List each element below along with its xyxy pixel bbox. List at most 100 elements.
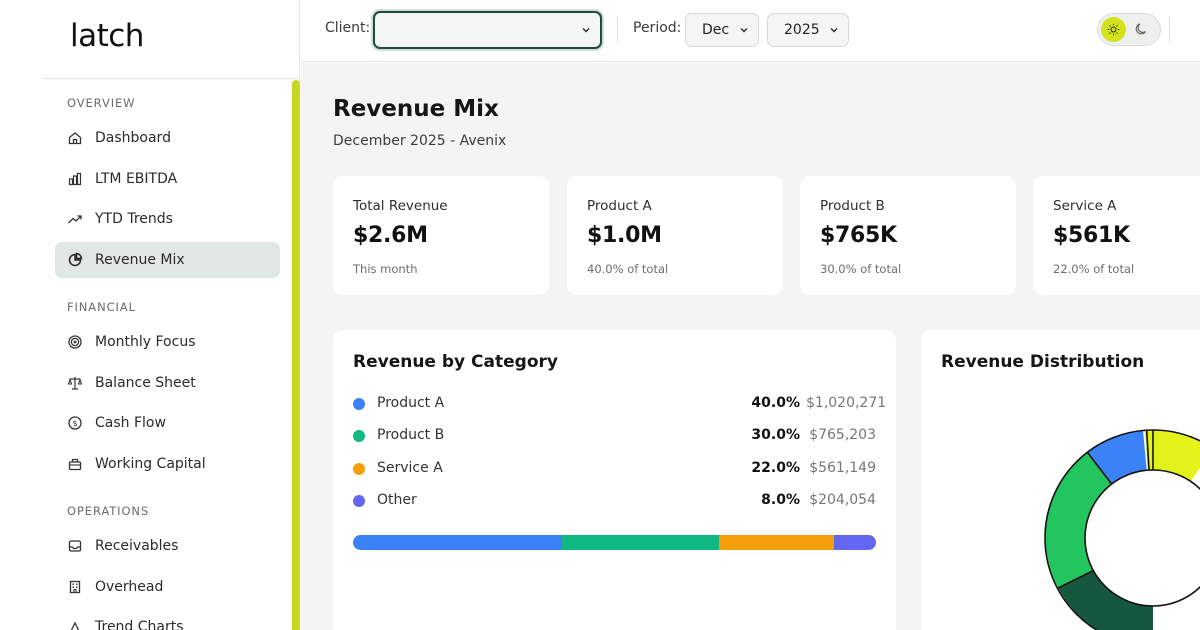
sidebar-item-label: Working Capital xyxy=(95,455,206,472)
stack-segment-product-b xyxy=(562,535,720,550)
sidebar-section-label: FINANCIAL xyxy=(67,300,136,314)
donut-outline xyxy=(1044,429,1200,630)
legend-name: Other xyxy=(377,491,417,508)
legend-row: Product A 40.0% $1,020,271 xyxy=(353,394,887,414)
legend-name: Product B xyxy=(377,427,445,444)
sidebar-item-trend-charts[interactable]: Trend Charts xyxy=(55,609,280,630)
sidebar-item-label: Cash Flow xyxy=(95,415,166,431)
sidebar-scrollbar[interactable] xyxy=(292,80,300,630)
app-logo[interactable]: latch xyxy=(70,18,144,54)
section-gap xyxy=(55,486,280,500)
sidebar-item-label: Balance Sheet xyxy=(95,374,196,391)
briefcase-icon xyxy=(67,456,83,472)
kpi-label: Service A xyxy=(1053,198,1117,214)
kpi-label: Total Revenue xyxy=(353,198,448,214)
home-icon xyxy=(67,130,83,146)
card-title: Revenue by Category xyxy=(353,352,558,372)
card-title: Revenue Distribution xyxy=(941,352,1145,372)
donut-slice-lime xyxy=(1153,429,1200,481)
legend-row: Service A 22.0% $561,149 xyxy=(353,459,876,479)
stack-segment-product-a xyxy=(353,535,563,550)
year-select[interactable]: 2025 xyxy=(767,13,849,47)
page-subtitle: December 2025 - Avenix xyxy=(333,133,507,149)
building-icon xyxy=(67,579,83,595)
legend-amount: $561,149 xyxy=(809,459,876,476)
section-gap xyxy=(55,282,280,296)
trending-up-icon xyxy=(67,211,83,227)
legend-percent: 22.0% xyxy=(751,459,800,476)
sidebar-item-label: Trend Charts xyxy=(95,619,184,630)
kpi-card-total-revenue: Total Revenue $2.6M This month xyxy=(333,176,549,295)
kpi-card-product-a: Product A $1.0M 40.0% of total xyxy=(567,176,783,295)
sidebar-item-dashboard[interactable]: Dashboard xyxy=(55,120,280,156)
light-mode-button[interactable] xyxy=(1101,17,1126,42)
legend-percent: 8.0% xyxy=(761,491,800,508)
sidebar: latch OVERVIEW Dashboard LTM EBITDA YTD Tre… xyxy=(0,0,300,630)
kpi-value: $561K xyxy=(1053,223,1130,248)
topbar-divider xyxy=(1169,17,1170,43)
sidebar-section-label: OPERATIONS xyxy=(67,504,150,518)
legend-row: Other 8.0% $204,054 xyxy=(353,491,876,511)
sidebar-item-label: YTD Trends xyxy=(95,211,173,227)
legend-dot xyxy=(353,462,365,475)
legend-name: Product A xyxy=(377,395,445,411)
legend-name: Service A xyxy=(377,459,443,476)
legend-amount: $204,054 xyxy=(809,491,876,508)
stack-segment-other xyxy=(834,535,876,550)
sidebar-item-label: Dashboard xyxy=(95,130,171,146)
kpi-value: $1.0M xyxy=(587,223,662,248)
period-label: Period: xyxy=(633,20,682,36)
sidebar-item-receivables[interactable]: Receivables xyxy=(55,528,280,564)
page-title: Revenue Mix xyxy=(333,96,499,122)
month-select[interactable]: Dec xyxy=(685,13,759,47)
main-content: Revenue Mix December 2025 - Avenix Total… xyxy=(301,63,1200,630)
sidebar-item-monthly-focus[interactable]: Monthly Focus xyxy=(55,324,280,360)
sidebar-item-ltm-ebitda[interactable]: LTM EBITDA xyxy=(55,161,280,197)
revenue-by-category-card: Revenue by Category Product A 40.0% $1,020… xyxy=(333,330,896,630)
sidebar-item-label: Overhead xyxy=(95,578,164,595)
scale-icon xyxy=(67,375,83,391)
moon-icon[interactable] xyxy=(1134,21,1150,37)
sidebar-item-label: Revenue Mix xyxy=(95,251,185,268)
sidebar-nav: OVERVIEW Dashboard LTM EBITDA YTD Trends Rev… xyxy=(55,92,280,630)
chart-icon xyxy=(67,619,83,630)
donut-slice-dark xyxy=(1058,570,1153,630)
legend-dot xyxy=(353,494,365,507)
legend-amount: $1,020,271 xyxy=(806,395,887,411)
revenue-donut-chart xyxy=(1044,429,1200,630)
sidebar-item-balance-sheet[interactable]: Balance Sheet xyxy=(55,365,280,401)
kpi-card-product-b: Product B $765K 30.0% of total xyxy=(800,176,1016,295)
legend-dot xyxy=(353,430,365,443)
client-label: Client: xyxy=(325,20,371,36)
pie-chart-icon xyxy=(67,252,83,268)
sidebar-item-cash-flow[interactable]: $ Cash Flow xyxy=(55,405,280,441)
revenue-distribution-card: Revenue Distribution xyxy=(921,330,1200,630)
sidebar-section-label: OVERVIEW xyxy=(67,96,136,110)
kpi-note: This month xyxy=(353,262,418,276)
sun-icon xyxy=(1107,23,1120,36)
sidebar-item-working-capital[interactable]: Working Capital xyxy=(55,446,280,482)
sidebar-item-overhead[interactable]: Overhead xyxy=(55,569,280,605)
kpi-value: $765K xyxy=(820,223,897,248)
inbox-icon xyxy=(67,538,83,554)
stack-segment-service-a xyxy=(719,535,835,550)
sidebar-item-revenue-mix[interactable]: Revenue Mix xyxy=(55,241,280,278)
kpi-note: 22.0% of total xyxy=(1053,262,1135,276)
chevron-down-icon xyxy=(830,27,838,33)
sidebar-item-label: LTM EBITDA xyxy=(95,170,178,187)
year-select-value: 2025 xyxy=(784,22,820,38)
chevron-down-icon xyxy=(582,27,590,33)
theme-toggle[interactable] xyxy=(1097,13,1161,46)
legend-percent: 30.0% xyxy=(751,427,800,444)
target-icon xyxy=(67,334,83,350)
legend-row: Product B 30.0% $765,203 xyxy=(353,426,876,446)
sidebar-item-ytd-trends[interactable]: YTD Trends xyxy=(55,201,280,237)
category-stacked-bar xyxy=(353,535,876,550)
donut-slice-green xyxy=(1045,452,1112,588)
logo-divider xyxy=(42,78,300,79)
kpi-label: Product A xyxy=(587,198,652,214)
kpi-card-service-a: Service A $561K 22.0% of total xyxy=(1033,176,1200,295)
topbar-divider xyxy=(617,17,618,43)
sidebar-item-label: Monthly Focus xyxy=(95,334,196,350)
client-select[interactable] xyxy=(373,11,602,49)
